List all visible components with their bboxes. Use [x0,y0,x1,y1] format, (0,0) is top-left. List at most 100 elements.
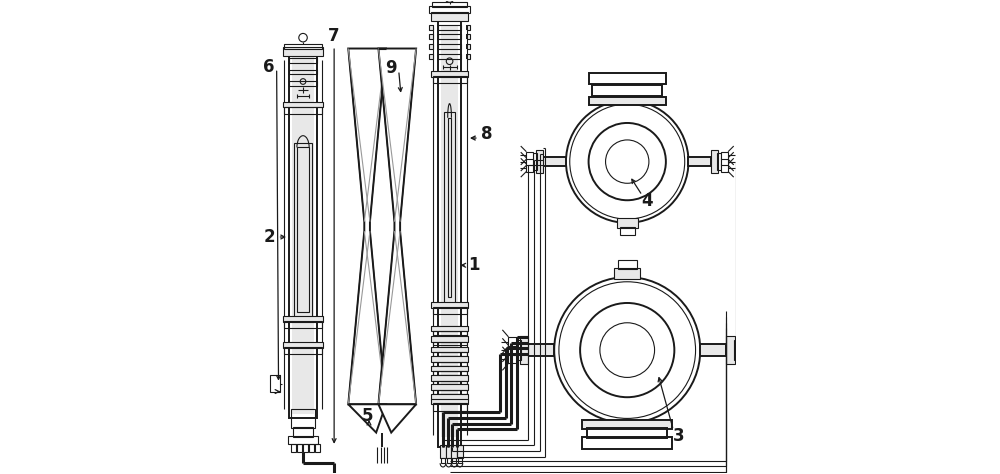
Bar [467,35,470,39]
Bar [717,153,721,170]
Text: 1: 1 [468,256,479,274]
Bar [592,85,662,96]
Bar [284,107,322,114]
Bar [289,82,317,86]
Bar [270,375,280,392]
Bar [433,381,467,384]
Bar [711,150,718,173]
Bar [737,354,746,363]
Bar [448,118,451,297]
Bar [283,342,323,348]
Bar [444,112,455,303]
Bar [618,260,637,269]
Bar [438,16,461,447]
Bar [289,70,317,74]
Bar [526,164,533,172]
Bar [431,394,468,400]
Bar [309,444,314,452]
Bar [303,444,308,452]
Bar [440,445,446,458]
Bar [433,390,467,394]
Bar [289,51,317,419]
Bar [536,150,543,173]
Bar [438,365,461,371]
Bar [284,44,322,48]
Bar [508,337,517,346]
Bar [433,307,467,314]
Bar [431,302,468,308]
Bar [284,321,322,328]
Bar [431,399,468,404]
Bar [617,218,638,228]
Bar [433,400,467,403]
Bar [467,54,470,59]
Bar [533,153,537,170]
Bar [297,147,309,312]
Bar [429,35,433,39]
Bar [438,35,461,39]
Bar [429,25,433,30]
Bar [438,54,461,59]
Text: 4: 4 [641,192,653,210]
Bar [284,347,322,354]
Bar [721,164,728,172]
Bar [543,157,566,166]
Bar [457,445,463,458]
Bar [283,316,323,322]
Polygon shape [348,404,386,433]
Polygon shape [348,48,386,404]
Bar [433,353,467,356]
Bar [433,331,467,335]
Bar [447,457,451,463]
Bar [582,420,672,429]
Text: 6: 6 [263,58,275,76]
Bar [438,384,461,390]
Bar [700,345,726,356]
Bar [726,336,735,364]
Bar [293,427,313,438]
Bar [520,336,528,364]
Bar [587,428,667,438]
Polygon shape [378,404,416,433]
Bar [438,347,461,353]
Bar [508,346,517,355]
Bar [433,362,467,365]
Bar [526,152,533,159]
Bar [734,340,738,360]
Bar [526,158,533,165]
Bar [431,12,468,21]
Bar [438,44,461,48]
Bar [438,25,461,30]
Bar [432,2,467,7]
Bar [433,342,467,346]
Text: 7: 7 [328,27,340,45]
Bar [458,457,462,463]
Bar [431,356,468,362]
Bar [288,436,318,444]
Bar [446,445,451,458]
Bar [292,55,314,414]
Bar [737,337,746,346]
Bar [315,444,320,452]
Bar [452,457,456,463]
Bar [297,444,302,452]
Bar [508,354,517,363]
Bar [582,438,672,449]
Bar [589,73,666,84]
Bar [438,394,461,400]
Bar [291,444,296,452]
Bar [431,347,468,353]
Bar [721,152,728,159]
Text: 3: 3 [672,427,684,445]
Bar [737,346,746,355]
Bar [433,371,467,375]
Bar [438,356,461,362]
Bar [429,54,433,59]
Bar [438,375,461,381]
Bar [441,457,445,463]
Bar [429,6,470,13]
Bar [467,44,470,48]
Bar [688,157,711,166]
Bar [431,326,468,331]
Bar [438,336,461,342]
